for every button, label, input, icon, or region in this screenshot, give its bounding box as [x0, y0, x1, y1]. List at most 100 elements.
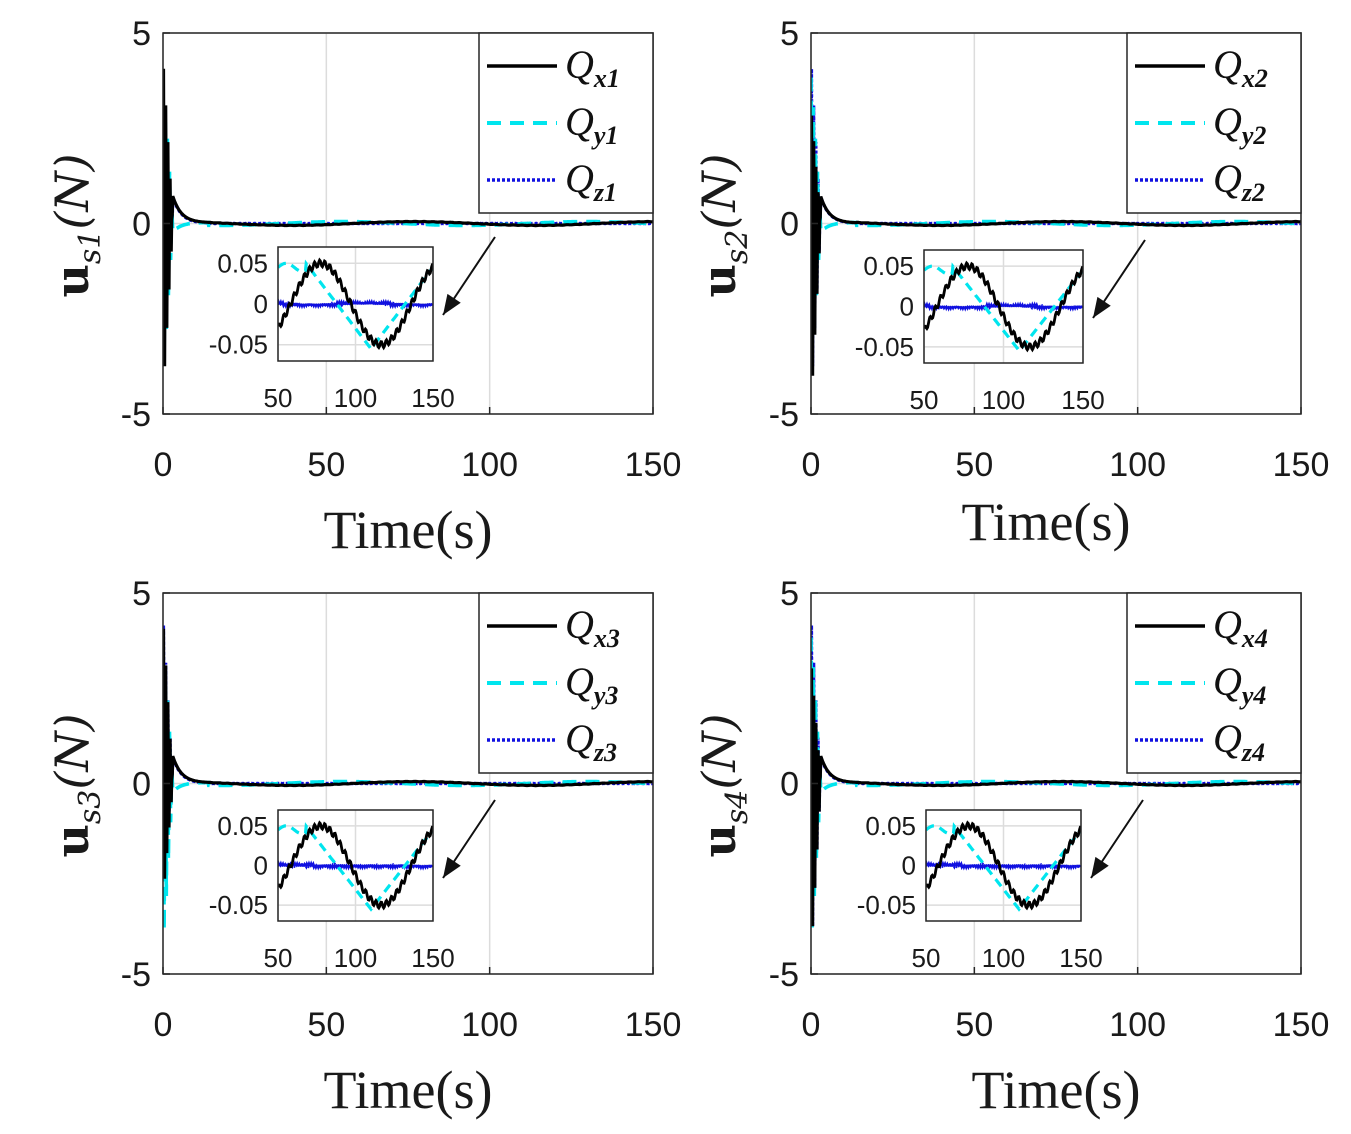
legend-label-x2: Qx2 — [1213, 42, 1268, 93]
legend-label-y3: Qy3 — [565, 659, 618, 710]
x-tick-label: 150 — [1273, 446, 1330, 484]
legend-label-name: Q — [1213, 42, 1242, 87]
legend-label-z2: Qz2 — [1213, 156, 1265, 207]
series-line-x4 — [811, 668, 1301, 927]
y-tick-label: 5 — [780, 575, 799, 613]
legend-label-y4: Qy4 — [1213, 659, 1266, 710]
series-line-x3 — [163, 628, 653, 879]
inset-series — [926, 820, 1081, 912]
legend-label-sub: x1 — [593, 64, 620, 93]
y-axis-label-main: u — [692, 264, 746, 297]
y-axis-label-main: u — [45, 824, 99, 857]
arrow-head — [1093, 296, 1111, 318]
legend-label-sub: z2 — [1241, 178, 1265, 207]
y-tick-label: 5 — [780, 15, 799, 53]
inset-line-z4 — [926, 860, 1081, 871]
y-axis-label-sub: s1 — [73, 230, 108, 264]
y-axis-label-unit: (N) — [45, 153, 99, 229]
legend-label-name: Q — [565, 42, 594, 87]
legend-label-sub: x4 — [1241, 624, 1268, 653]
legend-label-sub: x3 — [593, 624, 620, 653]
inset-y-tick-label: 0.05 — [865, 811, 916, 841]
y-axis-label-unit: (N) — [45, 713, 99, 789]
inset-y-tick-label: -0.05 — [857, 890, 916, 920]
inset-y-tick-label: 0 — [254, 289, 268, 319]
inset-plot: 50 100 150 0.05 0 -0.05 — [855, 249, 1105, 415]
inset-x-tick-label: 100 — [334, 943, 377, 973]
inset-y-tick-label: 0.05 — [217, 248, 268, 278]
inset-plot: 50 100 150 0.05 0 -0.05 — [209, 809, 455, 973]
y-axis-label-sub: s2 — [720, 230, 755, 264]
y-tick-label: 0 — [132, 766, 151, 804]
x-tick-label: 50 — [955, 446, 993, 484]
y-tick-label: -5 — [769, 956, 799, 994]
inset-box — [277, 809, 434, 922]
x-tick-label: 150 — [625, 446, 682, 484]
y-axis-label: us2(N) — [692, 153, 755, 297]
x-tick-label: 0 — [802, 446, 821, 484]
legend-label-sub: z4 — [1241, 738, 1265, 767]
legend-label-name: Q — [565, 156, 594, 201]
legend-label-y2: Qy2 — [1213, 99, 1266, 150]
series-group — [811, 68, 1301, 376]
legend-label-sub: y1 — [591, 121, 619, 150]
inset-x-tick-label: 150 — [411, 383, 454, 413]
inset-box — [277, 246, 434, 362]
inset-series — [278, 820, 433, 912]
legend-box — [478, 592, 654, 774]
x-tick-label: 50 — [955, 1006, 993, 1044]
series-group — [811, 625, 1301, 931]
inset-y-tick-label: -0.05 — [209, 330, 268, 360]
arrow-head — [1091, 856, 1109, 878]
legend-label-sub: z3 — [593, 738, 617, 767]
arrow-head — [443, 856, 461, 878]
inset-y-tick-label: 0.05 — [217, 811, 268, 841]
inset-x-tick-label: 50 — [264, 943, 293, 973]
x-axis-label: Time(s) — [971, 1060, 1140, 1120]
y-axis-label: us3(N) — [45, 713, 108, 857]
inset-x-tick-label: 150 — [1061, 385, 1104, 415]
x-tick-label: 100 — [1109, 446, 1166, 484]
y-tick-label: 5 — [132, 575, 151, 613]
legend-label-z4: Qz4 — [1213, 716, 1265, 767]
inset-x-tick-label: 150 — [1059, 943, 1102, 973]
inset-y-tick-label: -0.05 — [209, 890, 268, 920]
y-axis-label-main: u — [692, 824, 746, 857]
y-tick-label: -5 — [121, 956, 151, 994]
legend-label-sub: y4 — [1239, 681, 1267, 710]
legend-label-name: Q — [565, 716, 594, 761]
y-axis-label: us1(N) — [45, 153, 108, 297]
inset-plot: 50 100 150 0.05 0 -0.05 — [857, 809, 1103, 973]
y-tick-label: 0 — [780, 766, 799, 804]
x-tick-label: 0 — [802, 1006, 821, 1044]
legend-label-z1: Qz1 — [565, 156, 617, 207]
series-line-x1 — [163, 68, 653, 367]
inset-box — [925, 809, 1082, 922]
legend-label-name: Q — [1213, 156, 1242, 201]
y-axis-label: us4(N) — [692, 713, 755, 857]
inset-line-y4 — [926, 822, 1081, 912]
inset-line-x2 — [924, 260, 1083, 353]
legend-label-sub: z1 — [593, 178, 617, 207]
x-tick-label: 100 — [461, 1006, 518, 1044]
inset-x-tick-label: 100 — [982, 943, 1025, 973]
legend-label-sub: y2 — [1239, 121, 1267, 150]
inset-line-x4 — [926, 820, 1081, 911]
inset-y-tick-label: 0 — [900, 292, 914, 322]
inset-plot: 50 100 150 0.05 0 -0.05 — [209, 246, 455, 413]
legend-box — [1126, 592, 1302, 774]
inset-line-x1 — [278, 257, 433, 351]
legend-label-name: Q — [565, 602, 594, 647]
x-axis-label: Time(s) — [323, 500, 492, 560]
inset-y-tick-label: -0.05 — [855, 332, 914, 362]
series-group — [163, 625, 653, 931]
legend-box — [478, 32, 654, 214]
inset-series — [924, 260, 1083, 354]
inset-y-tick-label: 0 — [902, 851, 916, 881]
x-tick-label: 50 — [307, 1006, 345, 1044]
inset-line-x3 — [278, 820, 433, 911]
series-group — [163, 68, 653, 367]
y-tick-label: 0 — [132, 206, 151, 244]
